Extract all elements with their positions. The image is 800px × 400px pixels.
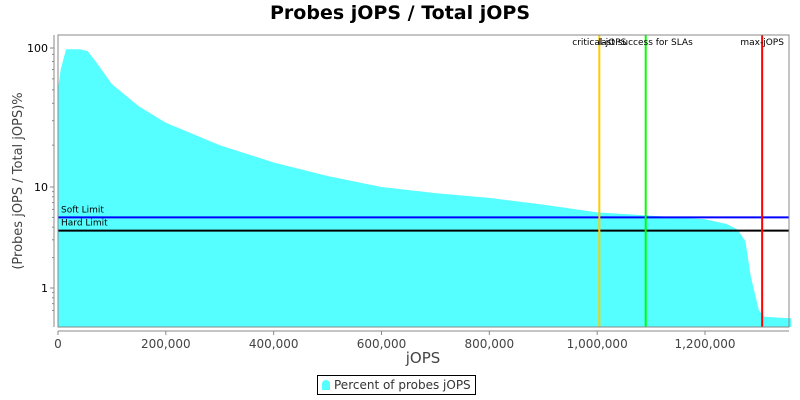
legend-swatch-icon [322, 380, 330, 390]
legend-label: Percent of probes jOPS [334, 378, 471, 392]
legend: Percent of probes jOPS [317, 375, 476, 395]
x-tick-label: 400,000 [249, 337, 299, 351]
x-tick-label: 1,200,000 [674, 337, 735, 351]
marker-label: last success for SLAs [599, 38, 693, 48]
chart-title: Probes jOPS / Total jOPS [270, 2, 530, 24]
y-axis-label: (Probes jOPS / Total jOPS)% [11, 92, 26, 269]
x-tick-label: 800,000 [465, 337, 515, 351]
x-tick-label: 1,000,000 [567, 337, 628, 351]
x-tick-label: 600,000 [357, 337, 407, 351]
y-tick-label: 1 [41, 282, 48, 295]
y-tick-label: 10 [34, 181, 48, 194]
marker-label: critical-jOPS [572, 38, 626, 48]
x-tick-label: 0 [54, 337, 62, 351]
marker-label: max-jOPS [740, 38, 784, 48]
area-series [58, 49, 792, 327]
limit-label: Soft Limit [61, 205, 104, 215]
y-tick-label: 100 [27, 42, 48, 55]
limit-label: Hard Limit [61, 219, 108, 229]
x-axis-label: jOPS [405, 349, 441, 367]
x-tick-label: 200,000 [141, 337, 191, 351]
